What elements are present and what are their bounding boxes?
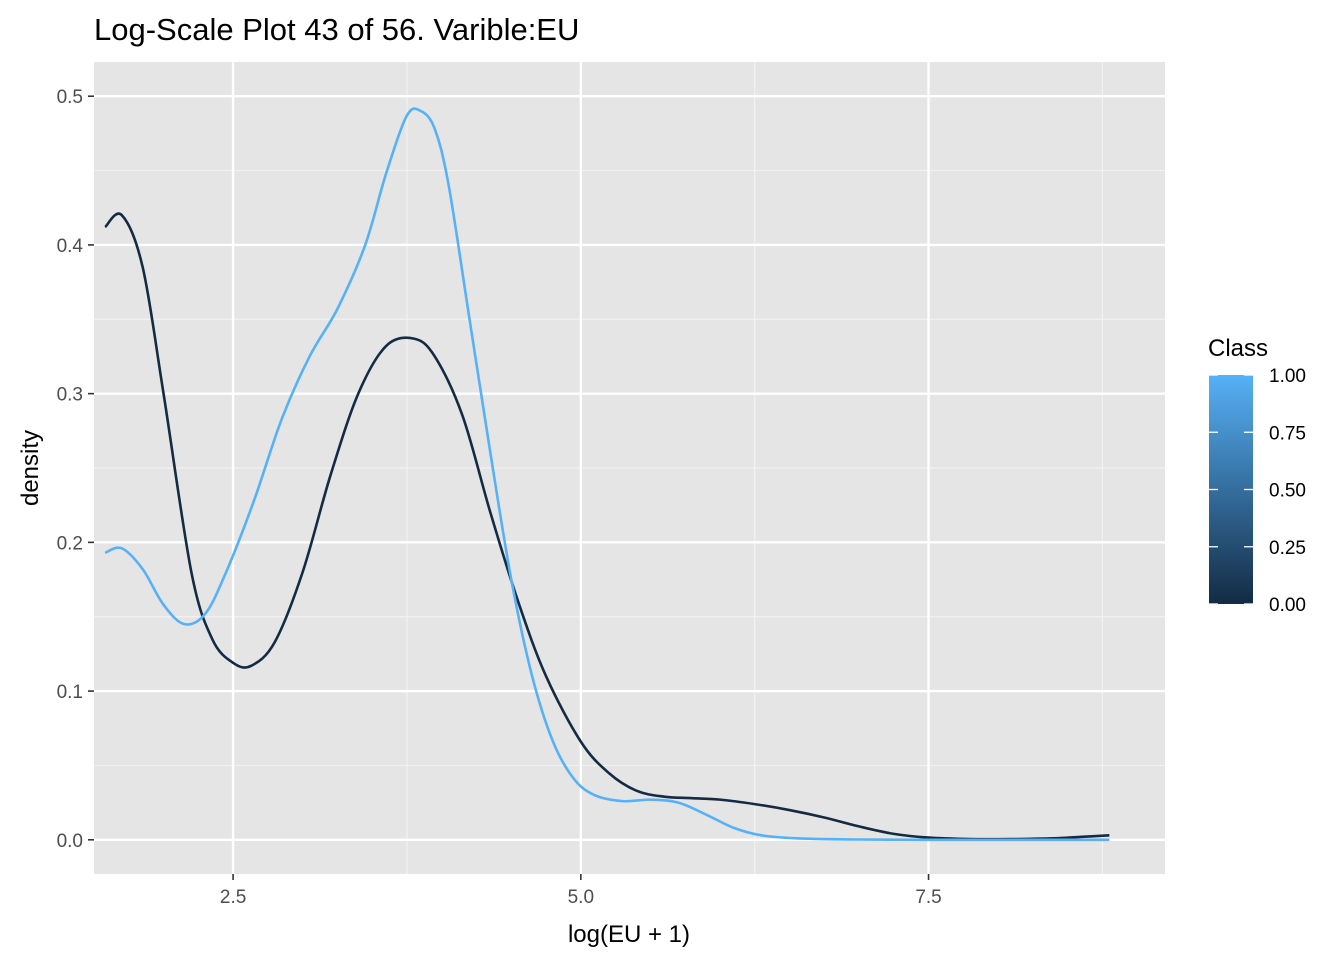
- legend: Class 1.00 0.75 0.50 0.25 0.00: [1208, 335, 1306, 616]
- colorbar-label: 1.00: [1269, 366, 1306, 387]
- density-lines: [104, 107, 1110, 842]
- y-tick-label: 0.0: [57, 831, 83, 852]
- x-tick-label: 2.5: [220, 887, 246, 908]
- density-line-class-1: [104, 107, 1110, 842]
- y-tick-label: 0.2: [57, 533, 83, 554]
- x-axis: 2.5 5.0 7.5: [220, 874, 942, 908]
- y-tick-label: 0.4: [57, 236, 84, 257]
- y-tick-label: 0.3: [57, 385, 83, 406]
- colorbar-label: 0.50: [1269, 481, 1306, 502]
- colorbar-label: 0.00: [1269, 595, 1306, 616]
- x-axis-title: log(EU + 1): [568, 921, 690, 948]
- x-tick-label: 5.0: [568, 887, 594, 908]
- colorbar-label: 0.25: [1269, 538, 1306, 559]
- y-tick-label: 0.5: [57, 87, 83, 108]
- x-tick-label: 7.5: [915, 887, 941, 908]
- colorbar-ticks: 1.00 0.75 0.50 0.25 0.00: [1209, 366, 1306, 616]
- density-line-class-0: [104, 212, 1110, 841]
- y-axis: 0.0 0.1 0.2 0.3 0.4 0.5: [57, 87, 94, 852]
- y-axis-title: density: [17, 430, 44, 506]
- y-tick-label: 0.1: [57, 682, 83, 703]
- chart-title: Log-Scale Plot 43 of 56. Varible:EU: [94, 12, 579, 47]
- colorbar-label: 0.75: [1269, 423, 1306, 444]
- minor-gridlines: [94, 62, 1165, 874]
- legend-title: Class: [1208, 335, 1268, 362]
